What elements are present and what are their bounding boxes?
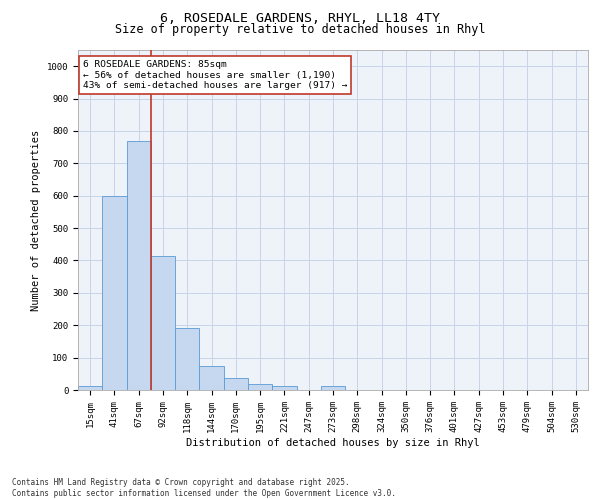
Bar: [78, 386, 102, 390]
Text: 6 ROSEDALE GARDENS: 85sqm
← 56% of detached houses are smaller (1,190)
43% of se: 6 ROSEDALE GARDENS: 85sqm ← 56% of detac…: [83, 60, 347, 90]
Bar: [102, 196, 127, 390]
Bar: [224, 378, 248, 390]
Bar: [127, 140, 151, 390]
Text: 6, ROSEDALE GARDENS, RHYL, LL18 4TY: 6, ROSEDALE GARDENS, RHYL, LL18 4TY: [160, 12, 440, 26]
X-axis label: Distribution of detached houses by size in Rhyl: Distribution of detached houses by size …: [186, 438, 480, 448]
Bar: [272, 386, 296, 390]
Bar: [248, 384, 272, 390]
Bar: [321, 386, 345, 390]
Bar: [151, 256, 175, 390]
Bar: [175, 328, 199, 390]
Y-axis label: Number of detached properties: Number of detached properties: [31, 130, 41, 310]
Text: Size of property relative to detached houses in Rhyl: Size of property relative to detached ho…: [115, 22, 485, 36]
Text: Contains HM Land Registry data © Crown copyright and database right 2025.
Contai: Contains HM Land Registry data © Crown c…: [12, 478, 396, 498]
Bar: [199, 366, 224, 390]
